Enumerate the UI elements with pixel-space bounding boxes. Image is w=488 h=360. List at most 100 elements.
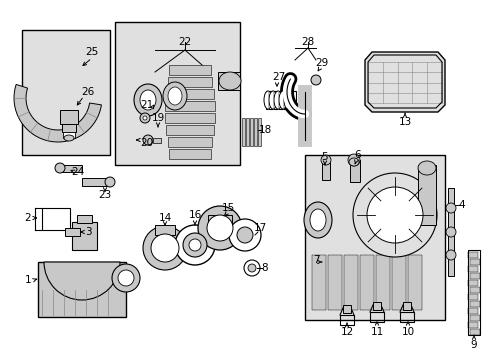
Ellipse shape <box>183 233 206 257</box>
Bar <box>469 273 479 279</box>
Text: 14: 14 <box>158 213 171 223</box>
Ellipse shape <box>189 239 201 251</box>
Ellipse shape <box>140 90 156 110</box>
Ellipse shape <box>118 270 134 286</box>
Bar <box>77 215 92 223</box>
Bar <box>305 155 444 320</box>
Bar <box>60 165 82 172</box>
Text: 13: 13 <box>398 117 411 127</box>
Bar <box>115 22 240 165</box>
Bar <box>467 294 477 300</box>
Bar <box>62 124 76 132</box>
Text: 10: 10 <box>401 327 414 337</box>
Text: 24: 24 <box>71 167 84 177</box>
Text: 18: 18 <box>258 125 271 135</box>
Bar <box>467 322 477 328</box>
Bar <box>375 255 389 310</box>
Bar <box>369 312 383 322</box>
Bar <box>399 312 413 322</box>
Bar <box>447 188 453 276</box>
Bar <box>153 138 161 143</box>
Bar <box>372 302 380 310</box>
Text: 7: 7 <box>312 255 319 265</box>
Text: 20: 20 <box>140 138 153 148</box>
Circle shape <box>142 135 153 145</box>
Ellipse shape <box>273 91 282 109</box>
Bar <box>417 165 435 225</box>
Ellipse shape <box>247 264 256 272</box>
Circle shape <box>55 163 65 173</box>
Text: 26: 26 <box>81 87 95 97</box>
Ellipse shape <box>366 187 422 243</box>
Bar <box>169 65 210 75</box>
Text: 11: 11 <box>369 327 383 337</box>
Bar <box>469 301 479 307</box>
Ellipse shape <box>112 264 140 292</box>
Bar <box>245 118 248 146</box>
Bar <box>402 302 410 310</box>
Ellipse shape <box>228 219 261 251</box>
Ellipse shape <box>163 82 186 110</box>
Circle shape <box>445 227 455 237</box>
Ellipse shape <box>244 260 260 276</box>
Text: 9: 9 <box>470 340 476 350</box>
Wedge shape <box>44 262 120 300</box>
Bar <box>349 160 359 182</box>
Ellipse shape <box>268 91 276 109</box>
Bar <box>249 118 252 146</box>
Circle shape <box>347 154 359 166</box>
Circle shape <box>142 116 147 120</box>
Text: 21: 21 <box>140 100 153 110</box>
Bar <box>311 255 325 310</box>
Bar <box>65 228 80 236</box>
Bar <box>253 118 257 146</box>
Bar <box>22 30 110 155</box>
Text: 27: 27 <box>272 72 285 82</box>
Text: 23: 23 <box>98 190 111 200</box>
Bar <box>169 149 210 159</box>
Text: 16: 16 <box>188 210 201 220</box>
Bar <box>469 287 479 293</box>
Bar <box>321 162 329 180</box>
Ellipse shape <box>142 226 186 270</box>
Ellipse shape <box>151 234 179 262</box>
Ellipse shape <box>304 202 331 238</box>
Ellipse shape <box>279 91 286 109</box>
Text: 29: 29 <box>315 58 328 68</box>
Text: 3: 3 <box>84 227 91 237</box>
Text: 12: 12 <box>340 327 353 337</box>
Text: 22: 22 <box>178 37 191 47</box>
Ellipse shape <box>309 209 325 231</box>
Bar <box>265 91 295 109</box>
Text: 1: 1 <box>24 275 31 285</box>
Bar <box>207 215 231 225</box>
Ellipse shape <box>206 215 232 241</box>
Ellipse shape <box>284 91 291 109</box>
Text: 25: 25 <box>85 47 99 57</box>
Ellipse shape <box>175 225 215 265</box>
Bar <box>72 222 97 250</box>
Text: 19: 19 <box>151 113 164 123</box>
Bar <box>343 255 357 310</box>
Text: 4: 4 <box>458 200 465 210</box>
Bar <box>467 252 477 258</box>
Bar <box>166 125 213 135</box>
Bar <box>167 77 212 87</box>
Bar <box>327 255 341 310</box>
Circle shape <box>105 177 115 187</box>
Bar <box>167 137 212 147</box>
Ellipse shape <box>198 206 242 250</box>
Ellipse shape <box>352 173 436 257</box>
Circle shape <box>140 113 150 123</box>
Bar <box>38 262 126 317</box>
Ellipse shape <box>348 158 358 166</box>
Bar <box>391 255 405 310</box>
Bar <box>42 208 70 230</box>
Polygon shape <box>364 52 444 112</box>
Text: 28: 28 <box>301 37 314 47</box>
Ellipse shape <box>219 72 241 90</box>
Text: 5: 5 <box>321 152 327 162</box>
Circle shape <box>310 75 320 85</box>
Ellipse shape <box>417 161 435 175</box>
Ellipse shape <box>64 135 74 141</box>
